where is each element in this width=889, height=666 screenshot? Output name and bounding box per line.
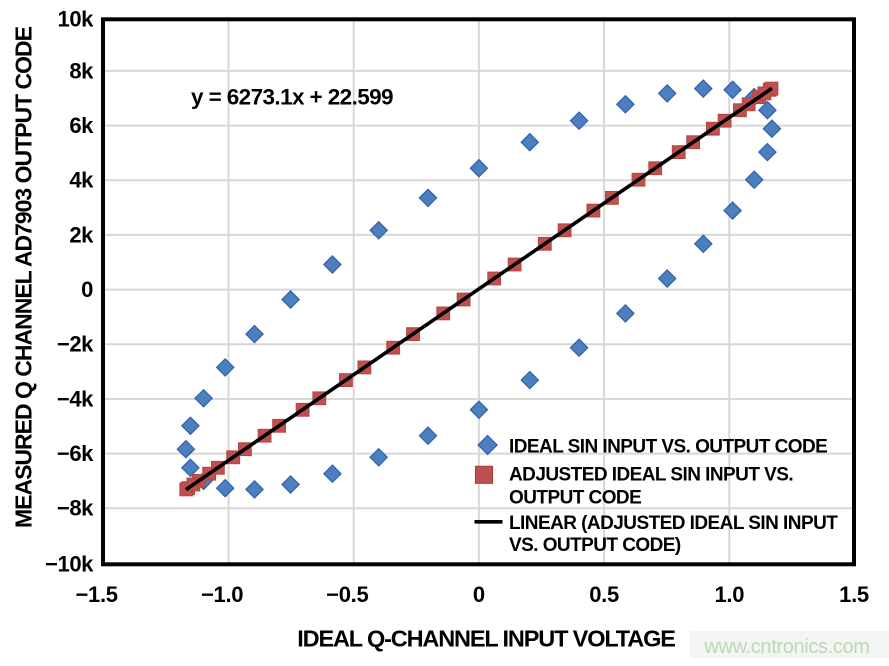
svg-text:8k: 8k: [69, 58, 94, 83]
svg-text:ADJUSTED IDEAL SIN INPUT VS.: ADJUSTED IDEAL SIN INPUT VS.: [509, 465, 793, 486]
svg-text:0.5: 0.5: [589, 582, 619, 607]
svg-text:IDEAL SIN INPUT VS. OUTPUT COD: IDEAL SIN INPUT VS. OUTPUT CODE: [509, 437, 827, 458]
svg-text:0: 0: [473, 582, 485, 607]
svg-text:10k: 10k: [57, 7, 94, 32]
svg-text:6k: 6k: [69, 113, 94, 138]
svg-text:IDEAL Q-CHANNEL INPUT VOLTAGE: IDEAL Q-CHANNEL INPUT VOLTAGE: [297, 626, 675, 652]
svg-text:LINEAR (ADJUSTED IDEAL SIN INP: LINEAR (ADJUSTED IDEAL SIN INPUT: [509, 513, 838, 534]
svg-text:−6k: −6k: [57, 441, 94, 466]
svg-text:−2k: −2k: [57, 332, 94, 357]
svg-text:www.cntronics.com: www.cntronics.com: [703, 636, 869, 658]
svg-text:4k: 4k: [69, 168, 94, 193]
svg-text:−8k: −8k: [57, 496, 94, 521]
svg-text:1.5: 1.5: [839, 582, 869, 607]
svg-text:−1.5: −1.5: [75, 582, 117, 607]
svg-text:−0.5: −0.5: [326, 582, 368, 607]
svg-text:1.0: 1.0: [714, 582, 744, 607]
svg-text:−1.0: −1.0: [201, 582, 243, 607]
svg-text:MEASURED Q CHANNEL AD7903 OUTP: MEASURED Q CHANNEL AD7903 OUTPUT CODE: [11, 26, 37, 528]
svg-text:−4k: −4k: [57, 386, 94, 411]
svg-text:2k: 2k: [69, 222, 94, 247]
svg-text:VS. OUTPUT CODE): VS. OUTPUT CODE): [509, 535, 681, 556]
svg-text:OUTPUT CODE: OUTPUT CODE: [509, 487, 641, 508]
svg-text:−10k: −10k: [45, 552, 94, 577]
svg-text:y = 6273.1x + 22.599: y = 6273.1x + 22.599: [191, 85, 393, 110]
svg-text:0: 0: [81, 277, 93, 302]
